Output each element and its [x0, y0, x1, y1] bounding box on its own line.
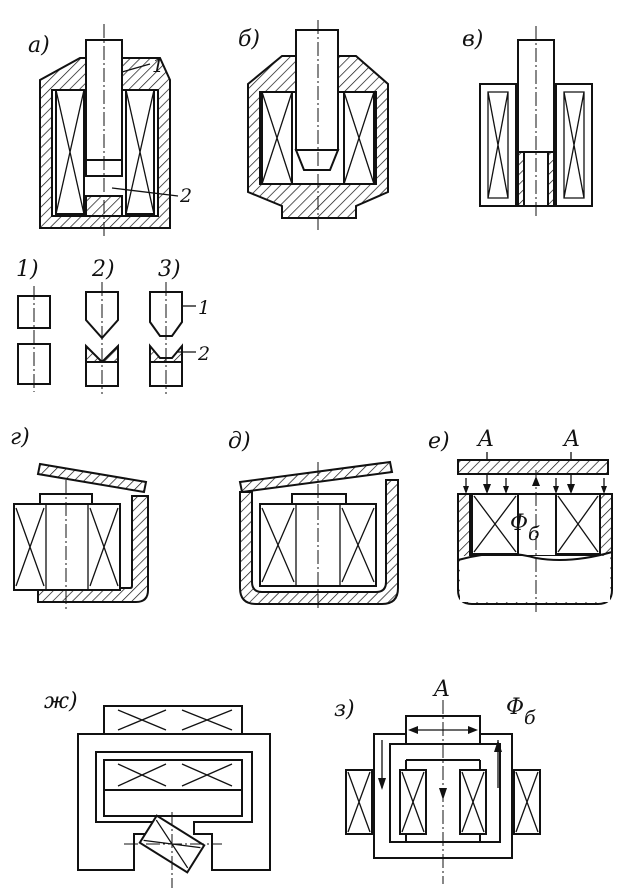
figure-e: е) A A Φ б — [428, 427, 613, 612]
callout-tip-1: 1 — [198, 297, 210, 319]
label-a: а) — [28, 33, 50, 58]
callout-e-flux-sub: б — [528, 523, 540, 545]
coil-v-left — [479, 83, 517, 207]
armature-e — [457, 459, 609, 475]
figure-b: б) — [238, 20, 389, 230]
coil-v-right — [555, 83, 593, 207]
figure-g: г) — [10, 425, 149, 612]
callout-z-flux: Φ — [506, 695, 524, 720]
label-b: б) — [238, 27, 260, 52]
coil-b-right — [343, 91, 375, 185]
callout-e-A-left: A — [476, 427, 494, 452]
figure-a: а) 1 2 — [28, 24, 192, 236]
coil-zh-middle — [103, 759, 243, 791]
coil-a-right — [125, 89, 155, 215]
coil-b-left — [261, 91, 293, 185]
label-zh: ж) — [44, 689, 78, 714]
callout-e-A-right: A — [562, 427, 580, 452]
coil-g — [13, 503, 121, 591]
label-d: д) — [228, 429, 251, 454]
label-sub2: 2) — [91, 257, 115, 282]
coils-z — [345, 769, 541, 835]
core-z — [373, 733, 513, 859]
callout-a-2: 2 — [179, 185, 192, 207]
coil-a-left — [55, 89, 85, 215]
armature-g — [36, 462, 148, 494]
label-g: г) — [10, 425, 30, 450]
label-sub3: 3) — [158, 257, 181, 282]
figure-z: з) A Φ б — [334, 677, 541, 884]
label-sub1: 1) — [16, 257, 39, 282]
plunger-b — [295, 29, 339, 151]
label-v: в) — [462, 27, 483, 52]
tip-shapes: 1) 2) 3) 1 2 — [16, 257, 210, 394]
callout-z-flux-sub: б — [524, 707, 536, 729]
core-zh — [77, 733, 271, 871]
label-z: з) — [334, 697, 355, 722]
figure-zh: ж) — [44, 689, 271, 888]
tip-2-lower — [85, 343, 119, 364]
callout-z-A: A — [432, 677, 450, 702]
yoke-g — [37, 495, 149, 603]
figure-v: в) — [462, 26, 593, 216]
armature-d — [238, 460, 394, 494]
callout-a-1: 1 — [152, 55, 164, 77]
coil-e — [471, 493, 601, 555]
label-e: е) — [428, 429, 450, 454]
callout-e-flux: Φ — [510, 511, 528, 536]
yoke-d — [239, 479, 399, 605]
callout-tip-2: 2 — [197, 343, 210, 365]
coil-zh-top — [103, 705, 243, 735]
figure-d: д) — [228, 429, 399, 610]
